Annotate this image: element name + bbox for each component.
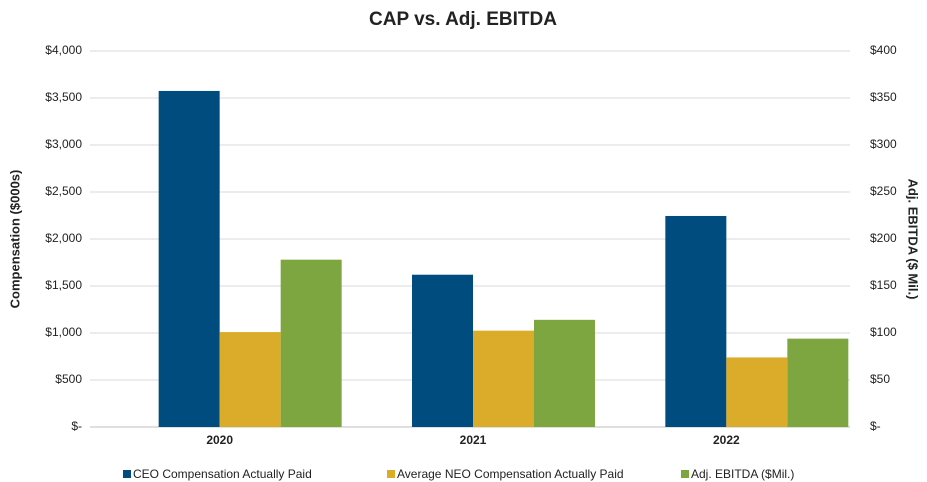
y2-tick-label: $400 <box>870 43 897 57</box>
y2-tick-label: $150 <box>870 278 897 292</box>
y-tick-label: $4,000 <box>45 43 82 57</box>
y-tick-label: $1,500 <box>45 278 82 292</box>
y2-tick-label: $350 <box>870 90 897 104</box>
x-tick-label: 2021 <box>460 433 487 447</box>
legend-label: Average NEO Compensation Actually Paid <box>397 467 624 481</box>
x-tick-label: 2020 <box>206 433 233 447</box>
bar <box>412 274 473 427</box>
legend-swatch <box>123 470 131 478</box>
y2-tick-label: $50 <box>870 372 890 386</box>
y-tick-label: $3,500 <box>45 90 82 104</box>
y2-tick-label: $250 <box>870 184 897 198</box>
bar <box>726 357 788 427</box>
legend-swatch <box>387 470 395 478</box>
chart-title: CAP vs. Adj. EBITDA <box>369 9 557 30</box>
y2-tick-label: $300 <box>870 137 897 151</box>
bar <box>280 259 342 427</box>
bar <box>219 332 281 427</box>
y-tick-label: $- <box>71 419 82 433</box>
y-axis-title: Compensation ($000s) <box>7 170 22 309</box>
legend-label: CEO Compensation Actually Paid <box>133 467 312 481</box>
legend-label: Adj. EBITDA ($Mil.) <box>691 467 794 481</box>
y-tick-label: $2,000 <box>45 231 82 245</box>
bar <box>665 215 727 427</box>
bar <box>787 338 849 427</box>
y2-tick-label: $- <box>870 419 881 433</box>
bar <box>158 90 220 427</box>
y2-axis-title: Adj. EBITDA ($ Mil.) <box>906 179 921 300</box>
legend-swatch <box>681 470 689 478</box>
y2-tick-label: $200 <box>870 231 897 245</box>
bar <box>534 319 595 427</box>
y-tick-label: $1,000 <box>45 325 82 339</box>
y2-tick-label: $100 <box>870 325 897 339</box>
bar <box>473 330 534 427</box>
y-tick-label: $2,500 <box>45 184 82 198</box>
y-tick-label: $3,000 <box>45 137 82 151</box>
x-tick-label: 2022 <box>713 433 740 447</box>
y-tick-label: $500 <box>55 372 82 386</box>
